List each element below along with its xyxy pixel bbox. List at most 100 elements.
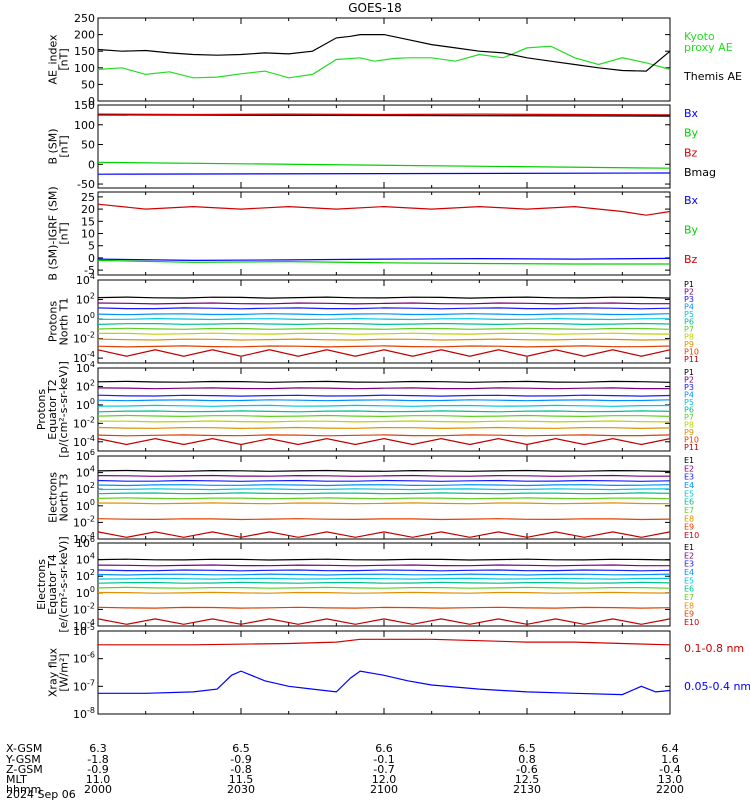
y-tick-label: 100 — [76, 498, 95, 513]
legend-label: P10 — [684, 348, 699, 357]
footer-value: 2130 — [513, 783, 541, 796]
footer-date: 2024 Sep 06 — [6, 788, 76, 800]
footer-label: MLT — [6, 773, 27, 786]
series-bz — [97, 113, 671, 116]
legend-label: P9 — [684, 340, 694, 349]
legend-label: E3 — [684, 560, 694, 569]
legend-label: E9 — [684, 523, 694, 532]
series-e1 — [97, 558, 671, 561]
legend-label: P1 — [684, 368, 694, 377]
legend-label: P2 — [684, 288, 694, 297]
y-tick-label: 102 — [76, 378, 95, 393]
footer-value: 2200 — [656, 783, 684, 796]
y-tick-label: 100 — [76, 311, 95, 326]
legend-label: E5 — [684, 576, 694, 585]
series-p5 — [97, 317, 671, 321]
y-tick-label: 102 — [76, 481, 95, 496]
series-e1 — [97, 469, 671, 472]
y-tick-label: 102 — [76, 292, 95, 307]
footer-value: -0.1 — [373, 753, 394, 766]
legend-label: P11 — [684, 443, 699, 452]
y-tick-label: 10-4 — [73, 531, 95, 546]
footer-label: Y-GSM — [5, 753, 41, 766]
footer-value: 0.8 — [518, 753, 536, 766]
y-tick-label: 50 — [81, 78, 95, 91]
panel-frame — [97, 104, 671, 189]
footer-value: 6.4 — [661, 742, 679, 755]
legend-label: E8 — [684, 601, 694, 610]
legend-label: E4 — [684, 568, 694, 577]
series-p3 — [97, 394, 671, 397]
y-tick-label: 20 — [81, 203, 95, 216]
series-e3 — [97, 479, 671, 482]
legend-label: E10 — [684, 618, 699, 627]
legend-label: Kyoto proxy AE — [684, 30, 733, 54]
series-p8 — [98, 420, 671, 423]
legend-label: By — [684, 127, 699, 140]
series-bmag — [97, 114, 671, 117]
legend-label: Bx — [684, 194, 699, 207]
y-tick-label: 150 — [74, 45, 95, 58]
y-tick-label: 100 — [74, 119, 95, 132]
y-tick-label: 106 — [76, 535, 95, 550]
footer-value: 6.5 — [232, 742, 250, 755]
series-by — [97, 161, 671, 169]
series-p3 — [97, 307, 671, 310]
legend-label: By — [684, 224, 699, 237]
series-e5 — [97, 577, 671, 580]
panel-frame — [97, 542, 671, 627]
legend-label: Bx — [684, 107, 699, 120]
legend-label: Themis AE — [683, 70, 742, 83]
footer-value: 11.0 — [86, 773, 111, 786]
legend-label: E2 — [684, 551, 694, 560]
legend-label: E2 — [684, 464, 694, 473]
legend-label: P9 — [684, 428, 694, 437]
legend-label: P11 — [684, 355, 699, 364]
y-tick-label: 106 — [76, 448, 95, 463]
y-tick-label: 104 — [76, 465, 95, 480]
series-e6 — [97, 581, 671, 584]
series-e8 — [97, 591, 671, 594]
legend-label: E10 — [684, 531, 699, 540]
series-e8 — [97, 502, 671, 505]
legend-label: E7 — [684, 593, 694, 602]
footer-value: -0.7 — [373, 763, 394, 776]
series-e2 — [97, 564, 670, 567]
series-e2 — [97, 474, 670, 477]
y-axis-label: AE_index[nT] — [47, 34, 71, 85]
y-tick-label: -5 — [84, 264, 95, 277]
series-e7 — [97, 586, 671, 589]
series-e5 — [97, 488, 671, 491]
y-tick-label: 100 — [76, 397, 95, 412]
y-axis-label: ElectronsEquator T4[e/(cm²-s-sr-keV)] — [35, 536, 70, 632]
y-tick-label: 10-2 — [73, 601, 95, 616]
y-tick-label: 104 — [76, 272, 95, 287]
footer-label: X-GSM — [6, 742, 42, 755]
y-tick-label: 10-4 — [73, 350, 95, 365]
series-p7 — [97, 414, 671, 418]
series-by — [97, 259, 670, 265]
legend-label: E6 — [684, 585, 694, 594]
series-bx — [97, 257, 671, 262]
series-p1 — [97, 380, 671, 383]
legend-label: P6 — [684, 406, 694, 415]
footer-label: Z-GSM — [6, 763, 43, 776]
footer-value: 2030 — [227, 783, 255, 796]
series-e3 — [97, 569, 671, 572]
series-p2 — [97, 387, 670, 390]
legend-label: P4 — [684, 303, 694, 312]
y-tick-label: 10 — [81, 228, 95, 241]
legend-label: E4 — [684, 481, 694, 490]
legend-label: P3 — [684, 383, 694, 392]
series-p6 — [97, 410, 671, 413]
series-p2 — [97, 302, 670, 305]
legend-label: P10 — [684, 436, 699, 445]
series-p8 — [98, 332, 671, 335]
plot-title: GOES-18 — [348, 1, 402, 15]
legend-label: E8 — [684, 514, 694, 523]
footer-value: 12.0 — [372, 773, 397, 786]
legend-label: P7 — [684, 325, 694, 334]
y-tick-label: 0 — [88, 158, 95, 171]
